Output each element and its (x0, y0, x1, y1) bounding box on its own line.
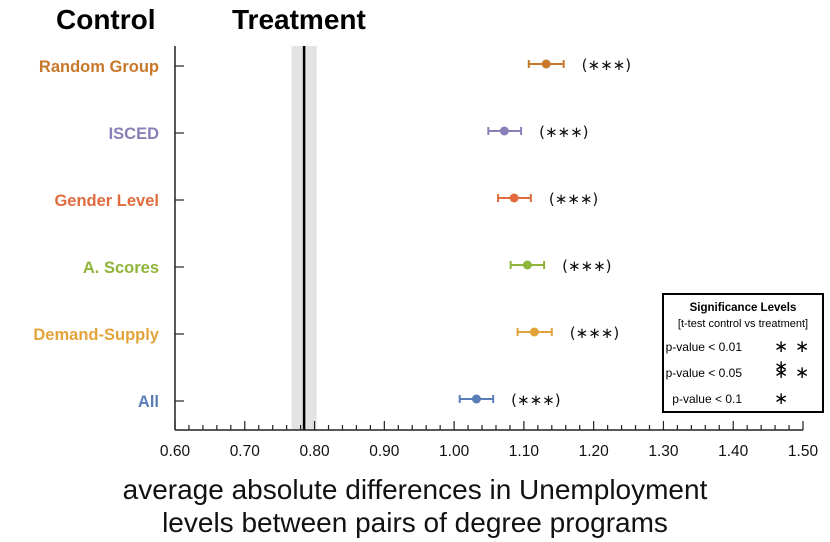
x-tick-label: 0.60 (160, 443, 191, 460)
treatment-header: Treatment (232, 4, 366, 35)
x-tick-label: 0.70 (230, 443, 261, 460)
x-tick-label: 0.80 (299, 443, 330, 460)
category-label: Demand-Supply (33, 326, 159, 344)
legend-subtitle: [t-test control vs treatment] (677, 318, 809, 330)
x-tick-label: 1.00 (439, 443, 470, 460)
x-tick-label: 1.40 (718, 443, 749, 460)
significance-label: (∗∗∗) (539, 123, 588, 141)
control-header: Control (56, 4, 156, 35)
x-axis-label-line-2: levels between pairs of degree programs (162, 507, 668, 538)
legend-entry-symbol: ∗ (774, 389, 790, 408)
significance-legend: Significance Levels [t-test control vs t… (662, 293, 824, 413)
category-label: Gender Level (54, 192, 159, 210)
data-point (499, 126, 509, 136)
significance-label: (∗∗∗) (549, 190, 598, 208)
x-tick-label: 1.10 (509, 443, 540, 460)
significance-label: (∗∗∗) (570, 324, 619, 342)
data-point (509, 193, 519, 203)
category-label: Random Group (39, 58, 159, 76)
category-label: A. Scores (83, 259, 159, 277)
legend-entry-label: p-value < 0.05 (665, 366, 742, 380)
significance-label: (∗∗∗) (562, 257, 611, 275)
x-tick-label: 1.30 (648, 443, 679, 460)
legend-entry: p-value < 0.01 ∗ ∗ ∗ (664, 337, 822, 376)
category-label: ISCED (109, 125, 160, 143)
x-axis-label-line-1: average absolute differences in Unemploy… (122, 474, 708, 505)
x-tick-label: 1.20 (579, 443, 610, 460)
data-point (529, 327, 539, 337)
legend-entry: p-value < 0.05 ∗ ∗ (664, 363, 822, 383)
legend-title: Significance Levels (689, 302, 797, 314)
significance-label: (∗∗∗) (582, 56, 631, 74)
data-point (541, 59, 551, 69)
data-point (471, 394, 481, 404)
legend-entry: p-value < 0.1 ∗ (664, 389, 822, 409)
legend-entry-label: p-value < 0.01 (665, 340, 742, 354)
legend-entry-label: p-value < 0.1 (672, 392, 742, 406)
legend-entry-symbol: ∗ ∗ (774, 363, 811, 382)
x-tick-label: 1.50 (788, 443, 819, 460)
category-label: All (138, 393, 159, 411)
legend-entry-symbol: ∗ ∗ ∗ (774, 337, 811, 376)
x-tick-label: 0.90 (369, 443, 400, 460)
data-point (522, 260, 532, 270)
significance-label: (∗∗∗) (511, 391, 560, 409)
